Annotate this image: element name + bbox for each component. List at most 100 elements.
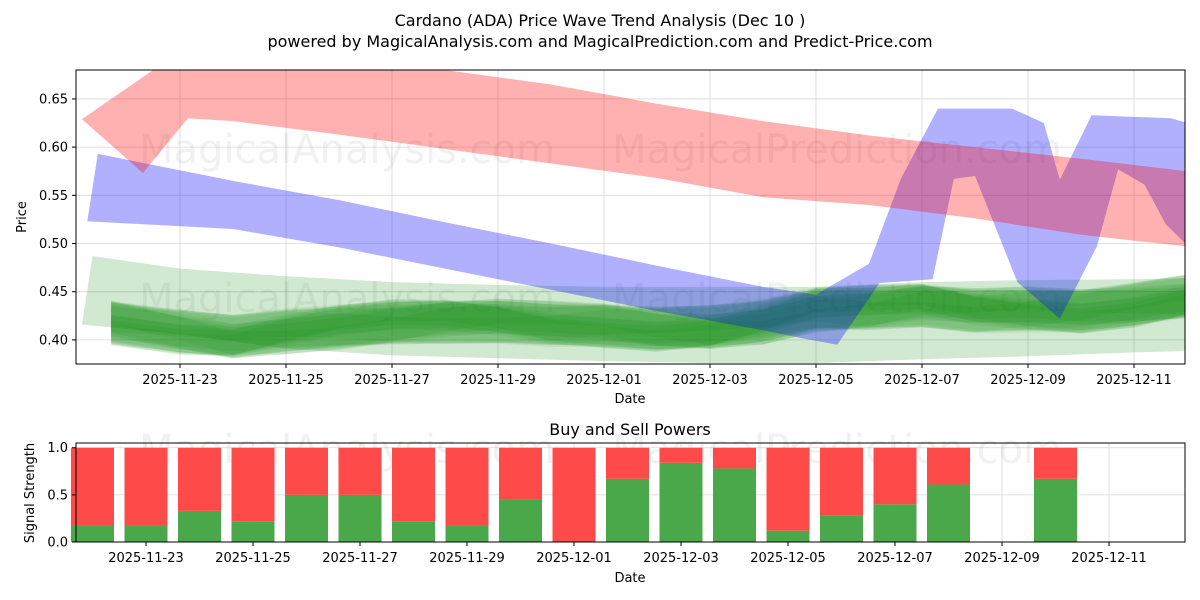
buy-bar [445,525,489,542]
green-wave-band [111,284,1185,356]
sell-bar [1034,447,1077,479]
signal-x-tick-label: 2025-12-11 [1071,551,1147,566]
price-x-tick-label: 2025-12-01 [566,373,642,388]
buy-bar [124,525,168,542]
green-wave-band [111,284,1185,356]
price-plot-background [76,70,1185,364]
buy-bar [178,510,221,542]
red-wave-band [81,70,1185,247]
buy-bar [499,499,542,542]
sell-bar [927,447,970,485]
signal-y-axis-label: Signal Strength [23,443,38,543]
sell-bar [392,447,435,522]
price-bands [81,70,1185,363]
green-wave-band [111,286,1185,359]
chart-title-line2: powered by MagicalAnalysis.com and Magic… [267,32,932,51]
buy-bar [927,484,970,542]
signal-plot-frame [75,442,1186,543]
price-x-tick-label: 2025-11-27 [354,373,430,388]
signal-y-tick-label: 1.0 [47,441,68,456]
green-wave-band [111,284,1185,358]
price-y-tick-label: 0.45 [39,285,68,300]
buy-bar [71,525,114,542]
green-wave-band [111,285,1185,355]
buy-bar [285,494,328,542]
signal-x-tick-label: 2025-12-03 [643,551,719,566]
price-y-tick-label: 0.55 [39,189,68,204]
green-wave-band [111,275,1185,355]
signal-x-axis-label: Date [614,571,645,586]
sell-bar [766,447,810,531]
green-wave-band [111,277,1185,359]
sell-bar [873,447,917,505]
buy-bar [873,504,917,542]
signal-y-tick-label: 0.5 [47,488,68,503]
signal-y-tick-label: 0.0 [47,536,68,551]
buy-bar [766,530,810,542]
price-y-tick-label: 0.40 [39,333,68,348]
price-y-tick-label: 0.65 [39,92,68,107]
signal-chart-title: Buy and Sell Powers [549,420,711,439]
sell-bar [231,447,275,522]
buy-bar [392,521,435,542]
signal-x-tick-label: 2025-11-23 [108,551,184,566]
watermark-text: MagicalPrediction.com [612,276,1062,322]
watermark-text: MagicalAnalysis.com [139,276,555,322]
price-x-tick-label: 2025-12-03 [672,373,748,388]
sell-bar [71,447,114,526]
signal-chart: Buy and Sell PowersMagicalAnalysis.comMa… [23,420,1186,586]
sell-bar [178,447,221,511]
price-x-tick-label: 2025-11-29 [460,373,536,388]
sell-bar [499,447,542,500]
green-wave-band [111,274,1185,352]
price-y-tick-label: 0.60 [39,141,68,156]
price-plot-frame [75,69,1186,365]
buy-bar [231,521,275,542]
green-wave-band [111,286,1185,355]
green-wave-band [111,283,1185,356]
green-wave-band [111,283,1185,359]
sell-bar [820,447,863,516]
buy-bar [713,468,756,542]
sell-bar [606,447,649,479]
price-chart: MagicalAnalysis.com MagicalPrediction.com… [15,69,1186,407]
price-grid [76,70,1185,364]
signal-x-tick-label: 2025-12-07 [857,551,933,566]
sell-bar [713,447,756,469]
chart-title-line1: Cardano (ADA) Price Wave Trend Analysis … [395,11,806,30]
price-x-tick-label: 2025-11-25 [248,373,324,388]
sell-bar [552,447,596,542]
green-wave-band [111,274,1185,358]
buy-bar [820,515,863,542]
signal-x-tick-label: 2025-11-29 [429,551,505,566]
watermark-text: MagicalAnalysis.com [139,127,555,173]
buy-bar [659,462,703,542]
buy-bar [338,494,382,542]
blue-wave-band [87,108,1185,345]
watermark-text: MagicalPrediction.com [612,127,1062,173]
buy-bar [1034,478,1077,542]
price-x-tick-label: 2025-12-07 [884,373,960,388]
green-band-envelope [81,256,1185,363]
sell-bar [124,447,168,526]
sell-bar [285,447,328,495]
signal-x-tick-label: 2025-12-05 [750,551,826,566]
price-y-tick-label: 0.50 [39,237,68,252]
price-x-tick-label: 2025-12-09 [990,373,1066,388]
price-y-axis-label: Price [15,201,30,233]
buy-bar [606,478,649,542]
price-x-tick-label: 2025-11-23 [142,373,218,388]
green-wave-band [111,274,1185,344]
price-x-tick-label: 2025-12-05 [778,373,854,388]
sell-bar [445,447,489,526]
sell-bar [659,447,703,463]
signal-x-tick-label: 2025-12-09 [964,551,1040,566]
sell-bar [338,447,382,495]
price-x-tick-label: 2025-12-11 [1096,373,1172,388]
signal-x-tick-label: 2025-11-25 [215,551,291,566]
price-x-axis-label: Date [614,392,645,407]
signal-x-tick-label: 2025-12-01 [536,551,612,566]
signal-x-tick-label: 2025-11-27 [322,551,398,566]
